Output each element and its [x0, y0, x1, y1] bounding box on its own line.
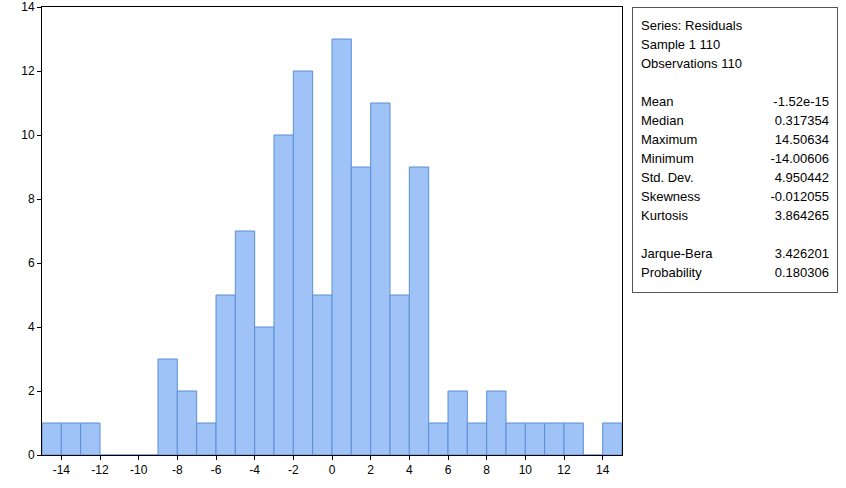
html-text:Minimum: Minimum: [641, 151, 694, 166]
html-text:Mean: Mean: [641, 94, 674, 109]
svg-text:12: 12: [557, 463, 571, 477]
html-text:Series: Residuals: Series: Residuals: [641, 18, 743, 33]
svg-text:0: 0: [28, 448, 35, 462]
svg-text:-10: -10: [130, 463, 148, 477]
svg-text:0: 0: [329, 463, 336, 477]
svg-text:8: 8: [483, 463, 490, 477]
html-text:Maximum: Maximum: [641, 132, 698, 147]
svg-text:-2: -2: [288, 463, 299, 477]
html-text:Kurtosis: Kurtosis: [641, 208, 688, 223]
html-text:Sample 1 110: Sample 1 110: [641, 37, 721, 52]
svg-text:8: 8: [28, 192, 35, 206]
html-text:Observations 110: Observations 110: [641, 56, 742, 71]
html-text:Median: Median: [641, 113, 684, 128]
svg-text:-12: -12: [91, 463, 109, 477]
svg-text:4: 4: [28, 320, 35, 334]
html-text:3.426201: 3.426201: [774, 246, 829, 261]
svg-text:12: 12: [21, 64, 35, 78]
html-text:Probability: Probability: [641, 265, 702, 280]
svg-text:-8: -8: [172, 463, 183, 477]
svg-text:14: 14: [21, 0, 35, 14]
html-text:14.50634: 14.50634: [774, 132, 829, 147]
html-text:0.180306: 0.180306: [774, 265, 829, 280]
svg-text:4: 4: [406, 463, 413, 477]
svg-text:2: 2: [367, 463, 374, 477]
html-text:3.864265: 3.864265: [774, 208, 829, 223]
svg-text:2: 2: [28, 384, 35, 398]
html-text:4.950442: 4.950442: [774, 170, 829, 185]
html-text:0.317354: 0.317354: [774, 113, 829, 128]
svg-text:-6: -6: [211, 463, 222, 477]
html-text:Skewness: Skewness: [641, 189, 701, 204]
html-text:-1.52e-15: -1.52e-15: [773, 94, 829, 109]
svg-text:6: 6: [28, 256, 35, 270]
html-text:Jarque-Bera: Jarque-Bera: [641, 246, 713, 261]
svg-text:-4: -4: [249, 463, 260, 477]
svg-text:14: 14: [596, 463, 610, 477]
html-text:Std. Dev.: Std. Dev.: [641, 170, 694, 185]
html-text:-14.00606: -14.00606: [770, 151, 829, 166]
svg-text:6: 6: [445, 463, 452, 477]
svg-text:10: 10: [21, 128, 35, 142]
svg-text:10: 10: [519, 463, 533, 477]
svg-text:-14: -14: [53, 463, 71, 477]
html-text:-0.012055: -0.012055: [770, 189, 829, 204]
